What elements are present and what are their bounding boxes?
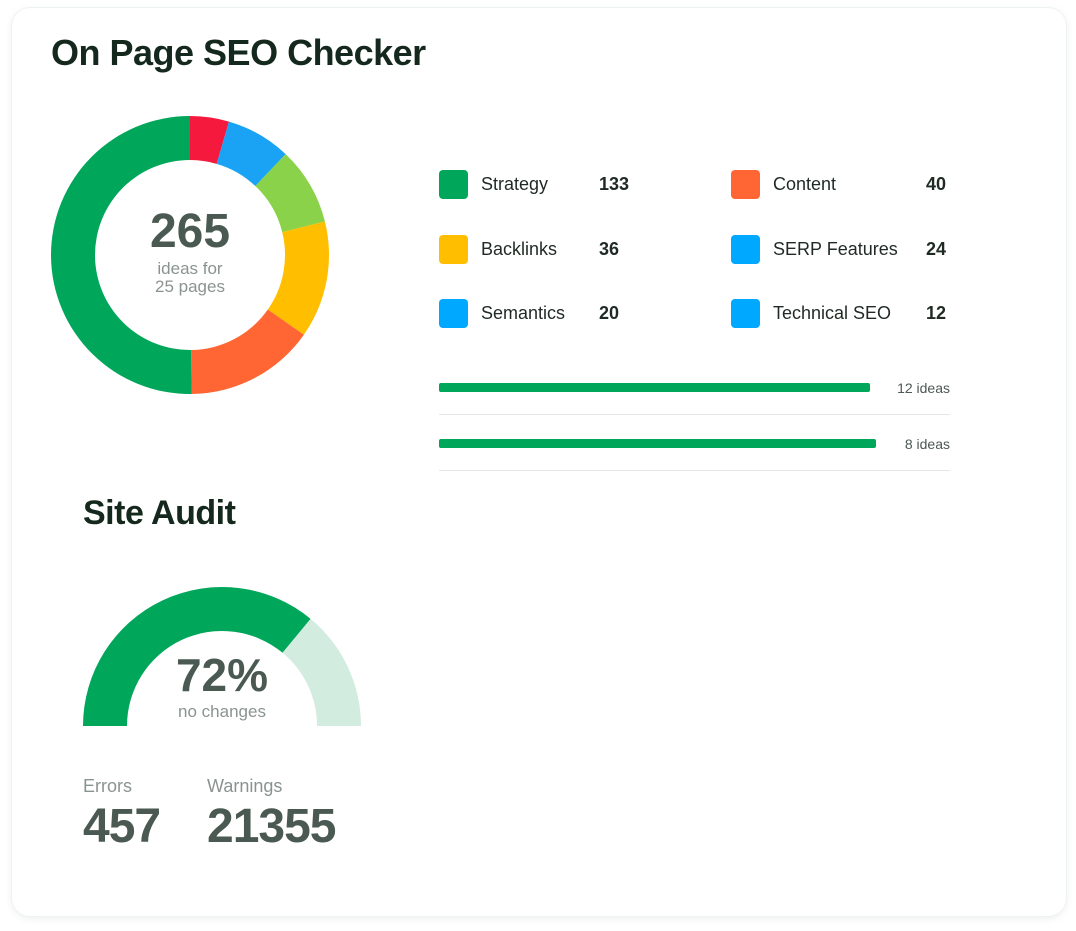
legend-value: 20 [599,303,620,323]
donut-slice-serp-features[interactable] [255,154,325,233]
legend-swatch [731,169,760,199]
legend-item-semantics[interactable]: Semantics [439,298,565,328]
idea-count-label: 12 ideas [897,380,950,396]
donut-slice-technical-seo[interactable] [190,116,230,164]
idea-row[interactable]: 8 ideas [439,432,950,488]
legend-item-technical-seo[interactable]: Technical SEO [731,298,891,328]
site-audit-gauge [83,587,361,726]
legend-label: Technical SEO [773,302,892,323]
ideas-subtitle-line1: ideas for [157,259,223,278]
donut-center: 265 ideas for 25 pages [50,115,330,395]
legend-label: Semantics [481,302,566,323]
idea-row[interactable]: 12 ideas [439,376,950,432]
legend-label: Content [773,173,837,194]
legend-item-strategy[interactable]: Strategy [439,169,548,199]
legend-value: 12 [926,303,947,323]
warnings-stat: Warnings 21355 [207,776,336,853]
row-divider [439,414,950,415]
legend-label: Strategy [481,173,549,194]
legend-value: 133 [599,174,630,194]
seo-checker-title: On Page SEO Checker [51,32,426,73]
errors-value: 457 [83,800,161,853]
ideas-donut-chart [50,116,329,395]
legend-swatch [731,298,760,328]
idea-bar [439,439,876,448]
legend-value: 36 [599,239,620,259]
idea-bar [439,383,870,392]
legend-swatch [439,234,468,264]
legend-swatch [439,169,468,199]
ideas-subtitle: ideas for 25 pages [155,260,225,296]
legend-label: Backlinks [481,238,558,259]
idea-count-label: 8 ideas [904,436,950,452]
errors-label: Errors [83,776,132,796]
gauge-caption: no changes [178,702,266,721]
legend-label: SERP Features [773,238,898,259]
donut-slice-semantics[interactable] [216,121,286,187]
site-audit-title: Site Audit [83,494,236,532]
row-divider [439,470,950,471]
gauge-track-arc [282,618,361,726]
donut-slice-strategy[interactable] [50,116,192,395]
ideas-total: 265 [149,205,231,258]
gauge-center: 72% no changes [122,652,322,722]
ideas-legend: Strategy 133 Backlinks 36 Semantics 20 C… [439,169,959,339]
donut-slice-content[interactable] [191,309,304,394]
errors-stat: Errors 457 [83,776,161,853]
ideas-subtitle-line2: 25 pages [155,277,225,296]
warnings-label: Warnings [207,776,283,796]
legend-value: 24 [926,239,947,259]
donut-slice-backlinks[interactable] [267,221,329,335]
legend-swatch [731,234,760,264]
legend-item-content[interactable]: Content [731,169,836,199]
legend-value: 40 [926,174,947,194]
gauge-fill-arc [83,587,311,726]
legend-item-serp-features[interactable]: SERP Features [731,234,898,264]
warnings-value: 21355 [207,800,336,853]
legend-item-backlinks[interactable]: Backlinks [439,234,557,264]
legend-swatch [439,298,468,328]
gauge-percentage: 72% [175,649,269,701]
